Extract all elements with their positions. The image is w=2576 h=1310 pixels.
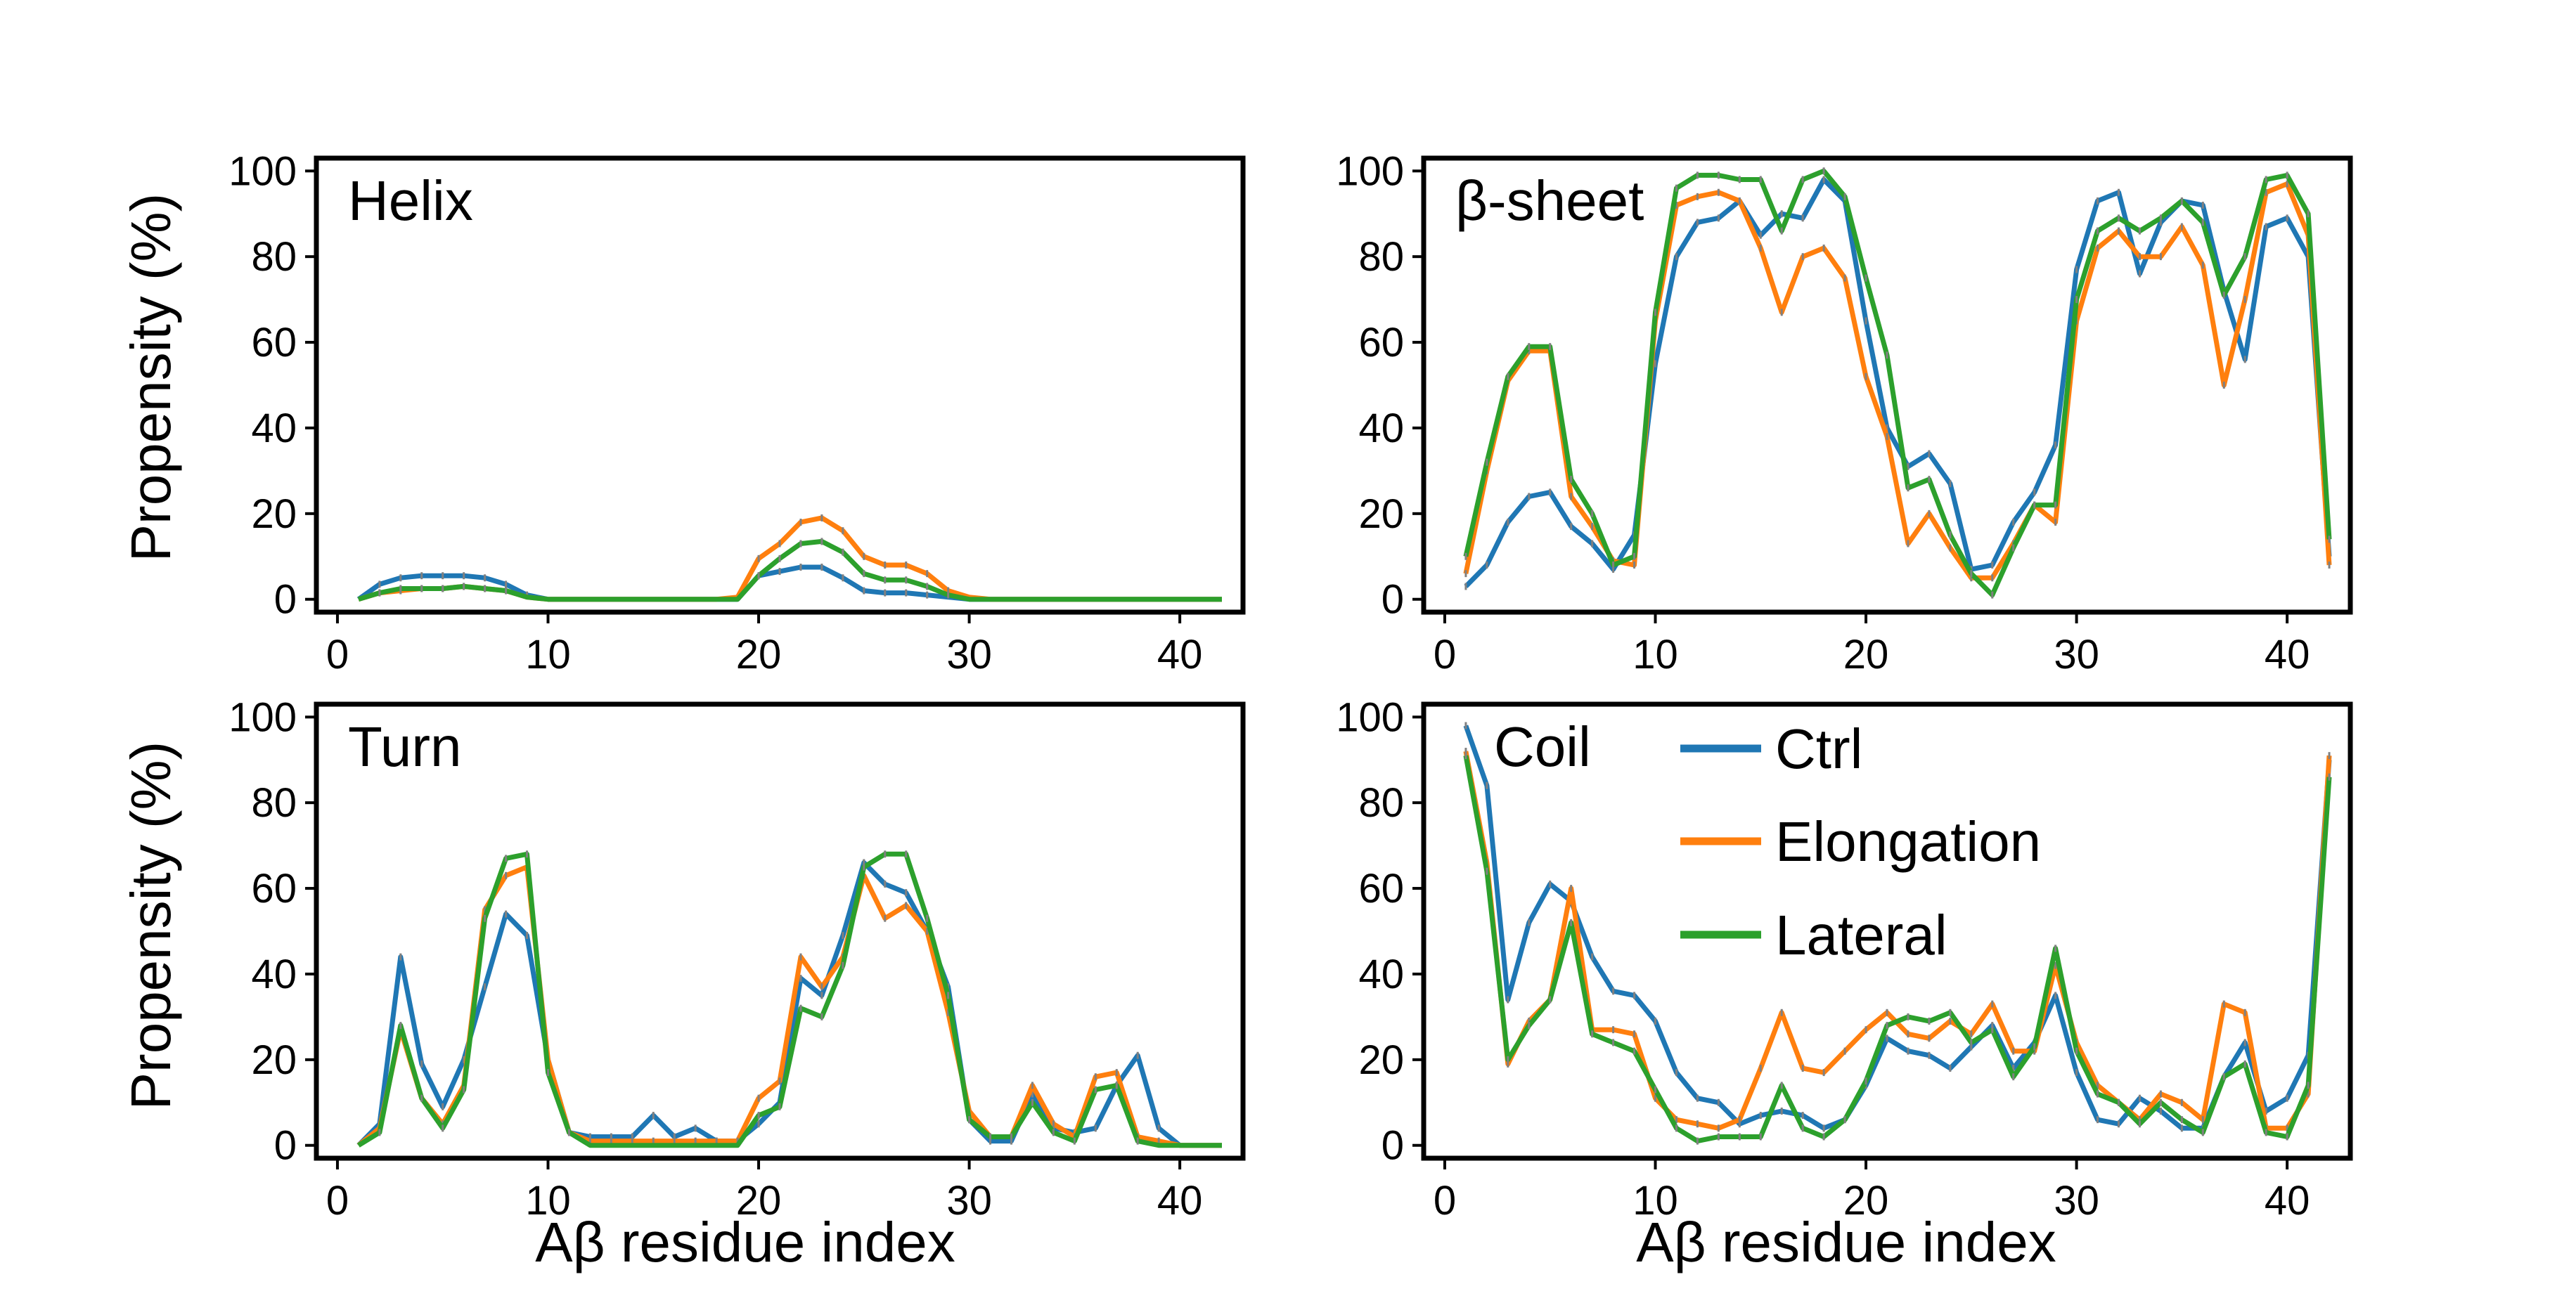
y-tick-label: 100 bbox=[228, 148, 297, 194]
x-tick-label: 20 bbox=[1843, 632, 1889, 677]
x-tick-label: 10 bbox=[525, 632, 571, 677]
series-lateral bbox=[1463, 752, 2332, 1145]
x-tick-label: 20 bbox=[736, 632, 782, 677]
y-tick-label: 0 bbox=[1382, 1123, 1404, 1169]
panel-title-beta-sheet: β-sheet bbox=[1455, 169, 1644, 232]
series-lateral bbox=[357, 850, 1222, 1148]
y-tick-label: 20 bbox=[1358, 1037, 1404, 1083]
y-tick-label: 20 bbox=[1358, 491, 1404, 537]
plot-frame bbox=[314, 701, 1246, 1161]
legend-label-elongation: Elongation bbox=[1775, 810, 2041, 873]
panel-helix: 0 10 20 30 40 0 20 40 60 80 100 Helix bbox=[228, 148, 1246, 677]
y-tick-label: 40 bbox=[1358, 952, 1404, 997]
y-tick-label: 0 bbox=[274, 1123, 297, 1169]
x-tick-label: 30 bbox=[946, 1178, 992, 1224]
y-tick-label: 40 bbox=[251, 406, 297, 451]
legend-label-lateral: Lateral bbox=[1775, 904, 1947, 966]
x-tick-label: 40 bbox=[1157, 1178, 1203, 1224]
panel-beta-sheet: 0 10 20 30 40 0 20 40 60 80 100 β-sheet bbox=[1336, 148, 2353, 677]
series-line bbox=[1463, 168, 2332, 598]
x-tick-label: 10 bbox=[1632, 1178, 1678, 1224]
panel-coil: 0 10 20 30 40 0 20 40 60 80 100 Coil bbox=[1336, 694, 2353, 1224]
y-tick-label: 0 bbox=[1382, 577, 1404, 623]
xlabel-left: Aβ residue index bbox=[535, 1211, 955, 1273]
panel-title-coil: Coil bbox=[1494, 715, 1591, 778]
xlabel-right: Aβ residue index bbox=[1636, 1211, 2056, 1273]
y-tick-label: 80 bbox=[1358, 234, 1404, 280]
series-line bbox=[1463, 755, 2332, 1144]
y-tick-label: 20 bbox=[251, 491, 297, 537]
series-ctrl bbox=[356, 564, 1222, 602]
x-tick-label: 0 bbox=[326, 632, 349, 677]
y-tick-label: 40 bbox=[251, 952, 297, 997]
x-tick-label: 20 bbox=[736, 1178, 782, 1224]
y-tick-label: 80 bbox=[251, 234, 297, 280]
x-tick-label: 30 bbox=[2054, 1178, 2099, 1224]
y-tick-label: 80 bbox=[1358, 780, 1404, 826]
y-tick-label: 0 bbox=[274, 577, 297, 623]
plot-frame bbox=[314, 155, 1246, 615]
panel-turn: 0 10 20 30 40 0 20 40 60 80 100 Turn bbox=[228, 694, 1246, 1224]
x-tick-label: 0 bbox=[1434, 1178, 1456, 1224]
plot-frame bbox=[1421, 155, 2353, 615]
x-tick-label: 40 bbox=[2265, 632, 2310, 677]
x-tick-label: 30 bbox=[946, 632, 992, 677]
x-tick-label: 40 bbox=[1157, 632, 1203, 677]
ylabel-top: Propensity (%) bbox=[120, 193, 182, 562]
series-line bbox=[357, 851, 1222, 1148]
series-lateral bbox=[357, 538, 1222, 602]
legend-label-ctrl: Ctrl bbox=[1775, 718, 1862, 780]
y-tick-label: 60 bbox=[1358, 320, 1404, 365]
legend: Ctrl Elongation Lateral bbox=[1680, 718, 2041, 966]
panel-title-turn: Turn bbox=[348, 715, 462, 778]
x-tick-label: 40 bbox=[2265, 1178, 2310, 1224]
x-tick-label: 0 bbox=[1434, 632, 1456, 677]
x-tick-label: 30 bbox=[2054, 632, 2099, 677]
x-tick-label: 20 bbox=[1843, 1178, 1889, 1224]
x-tick-label: 0 bbox=[326, 1178, 349, 1224]
plot-frame bbox=[1421, 701, 2353, 1161]
y-tick-label: 20 bbox=[251, 1037, 297, 1083]
x-tick-label: 10 bbox=[525, 1178, 571, 1224]
y-tick-label: 100 bbox=[228, 694, 297, 740]
series-line bbox=[357, 538, 1222, 602]
y-tick-label: 80 bbox=[251, 780, 297, 826]
series-line bbox=[1463, 725, 2332, 1131]
ylabel-bottom: Propensity (%) bbox=[120, 741, 182, 1110]
series-lateral bbox=[1463, 167, 2332, 599]
y-tick-label: 60 bbox=[1358, 866, 1404, 912]
x-tick-label: 10 bbox=[1632, 632, 1678, 677]
series-line bbox=[356, 564, 1222, 602]
y-tick-label: 100 bbox=[1336, 694, 1404, 740]
y-tick-label: 60 bbox=[251, 320, 297, 365]
y-tick-label: 40 bbox=[1358, 406, 1404, 451]
y-tick-label: 100 bbox=[1336, 148, 1404, 194]
y-tick-label: 60 bbox=[251, 866, 297, 912]
panel-title-helix: Helix bbox=[348, 169, 473, 232]
